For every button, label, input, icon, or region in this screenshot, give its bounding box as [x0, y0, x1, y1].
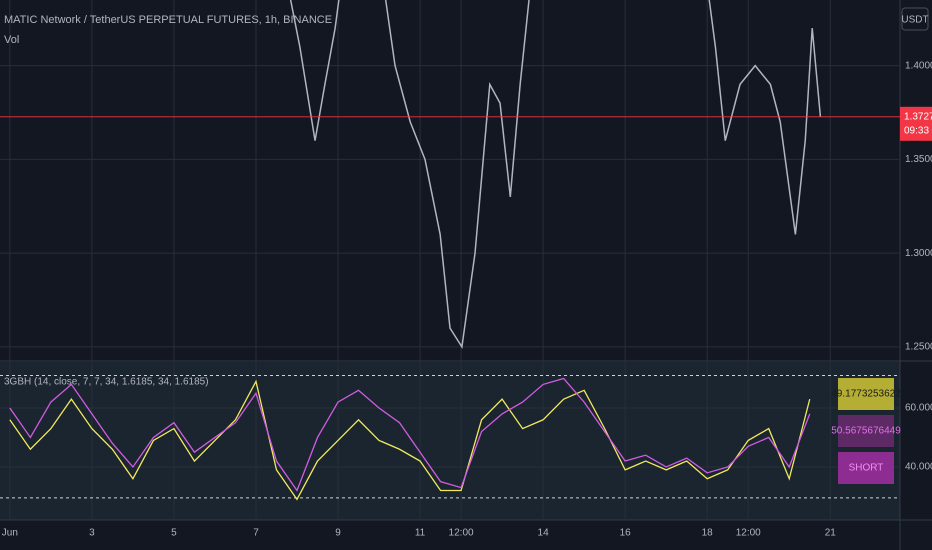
signal-box [838, 452, 894, 484]
y-tick-label: 40.0000 [905, 462, 932, 473]
x-tick-label: 21 [825, 528, 837, 539]
y-tick-label: 1.3500 [905, 154, 932, 165]
indicator-title: 3GBH (14, close, 7, 7, 34, 1.6185, 34, 1… [4, 377, 209, 388]
y-tick-label: 1.4000 [905, 60, 932, 71]
x-tick-label: 11 [415, 528, 426, 539]
signal: SHORT [849, 463, 884, 474]
grid [0, 0, 900, 520]
marks [0, 0, 932, 501]
readout-value: 49.1773253622 [831, 389, 901, 400]
x-tick-label: 14 [538, 528, 550, 539]
x-tick-label: 18 [702, 528, 714, 539]
readout-box [838, 378, 894, 410]
last-price-label: 1.3727 [904, 111, 932, 122]
series-line [289, 0, 822, 349]
readout-box [838, 415, 894, 447]
indicator-pane [0, 362, 900, 520]
readout-value: 50.5675676449 [831, 426, 901, 437]
x-tick-label: 12:00 [449, 528, 474, 539]
x-tick-label: Jun [2, 528, 18, 539]
x-tick-label: 9 [335, 528, 341, 539]
series-line [9, 379, 811, 501]
countdown: 09:33 [904, 125, 929, 136]
x-tick-label: 16 [620, 528, 632, 539]
series-line [9, 377, 811, 492]
currency[interactable]: USDT [901, 15, 928, 26]
last-price-box [900, 106, 932, 141]
x-tick-label: 7 [253, 528, 259, 539]
currency-box[interactable] [901, 7, 929, 31]
x-tick-label: 12:00 [736, 528, 761, 539]
volume-label: Vol [4, 34, 19, 46]
y-tick-label: 1.2500 [905, 342, 932, 353]
x-tick-label: 5 [171, 528, 177, 539]
y-tick-label: 60.0000 [905, 403, 932, 414]
x-tick-label: 3 [89, 528, 95, 539]
symbol-title: MATIC Network / TetherUS PERPETUAL FUTUR… [4, 14, 332, 26]
y-tick-label: 1.3000 [905, 248, 932, 259]
